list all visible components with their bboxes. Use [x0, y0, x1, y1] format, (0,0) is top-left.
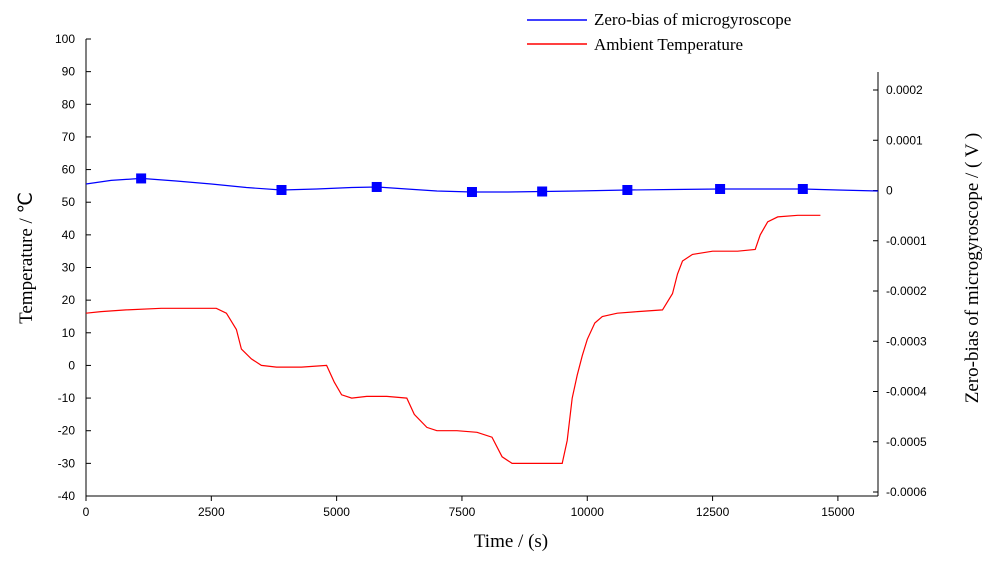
y-right-tick-label: -0.0002: [886, 284, 927, 298]
y-right-tick-label: -0.0005: [886, 435, 927, 449]
x-tick-label: 5000: [323, 505, 350, 519]
y-left-tick-label: -20: [58, 424, 76, 438]
x-tick-label: 15000: [821, 505, 855, 519]
y-left-tick-label: -40: [58, 489, 76, 503]
series-marker-zero-bias: [466, 187, 477, 198]
y-right-tick-label: -0.0001: [886, 234, 927, 248]
y-left-tick-label: 100: [55, 32, 75, 46]
y-left-tick-label: 0: [68, 358, 75, 372]
x-tick-label: 12500: [696, 505, 730, 519]
y-left-tick-label: 80: [62, 97, 76, 111]
y-left-tick-label: -30: [58, 456, 76, 470]
x-axis-title: Time / (s): [474, 531, 548, 552]
y-right-tick-label: -0.0004: [886, 385, 927, 399]
series-marker-zero-bias: [371, 181, 382, 192]
y-left-tick-label: 70: [62, 130, 76, 144]
y-right-tick-label: 0.0001: [886, 133, 923, 147]
x-tick-label: 7500: [449, 505, 476, 519]
series-line-zero-bias: [85, 177, 879, 193]
left-y-axis-title: Temperature / ℃: [16, 192, 37, 324]
y-left-tick-label: 90: [62, 65, 76, 79]
x-tick-label: 10000: [571, 505, 605, 519]
series-marker-zero-bias: [797, 183, 808, 194]
series-layer: [85, 173, 879, 464]
y-right-tick-label: -0.0003: [886, 334, 927, 348]
y-right-tick-label: -0.0006: [886, 485, 927, 499]
y-left-tick-label: 40: [62, 228, 76, 242]
series-marker-zero-bias: [715, 183, 726, 194]
legend-label-zero-bias: Zero-bias of microgyroscope: [594, 10, 791, 29]
x-tick-label: 2500: [198, 505, 225, 519]
y-left-tick-label: 50: [62, 195, 76, 209]
y-right-tick-label: 0: [886, 184, 893, 198]
y-left-tick-label: 30: [62, 261, 76, 275]
series-marker-zero-bias: [622, 184, 633, 195]
plot-frame: [85, 39, 879, 497]
series-line-temperature: [85, 214, 821, 464]
y-left-tick-label: -10: [58, 391, 76, 405]
x-ticks: 0 2500 5000 7500 10000 12500 15000: [83, 496, 855, 519]
x-tick-label: 0: [83, 505, 90, 519]
y-left-tick-label: 60: [62, 163, 76, 177]
y-left-tick-label: 20: [62, 293, 76, 307]
series-marker-zero-bias: [537, 186, 548, 197]
legend: Zero-bias of microgyroscope Ambient Temp…: [527, 10, 791, 54]
y-left-tick-label: 10: [62, 326, 76, 340]
y-right-ticks: 0.0002 0.0001 0 -0.0001 -0.0002 -0.0003 -0.000…: [873, 83, 927, 499]
legend-label-temperature: Ambient Temperature: [594, 35, 743, 54]
y-right-tick-label: 0.0002: [886, 83, 923, 97]
right-y-axis-title: Zero-bias of microgyroscope / ( V ): [962, 133, 983, 404]
series-marker-zero-bias: [276, 184, 287, 195]
series-marker-zero-bias: [136, 173, 147, 184]
